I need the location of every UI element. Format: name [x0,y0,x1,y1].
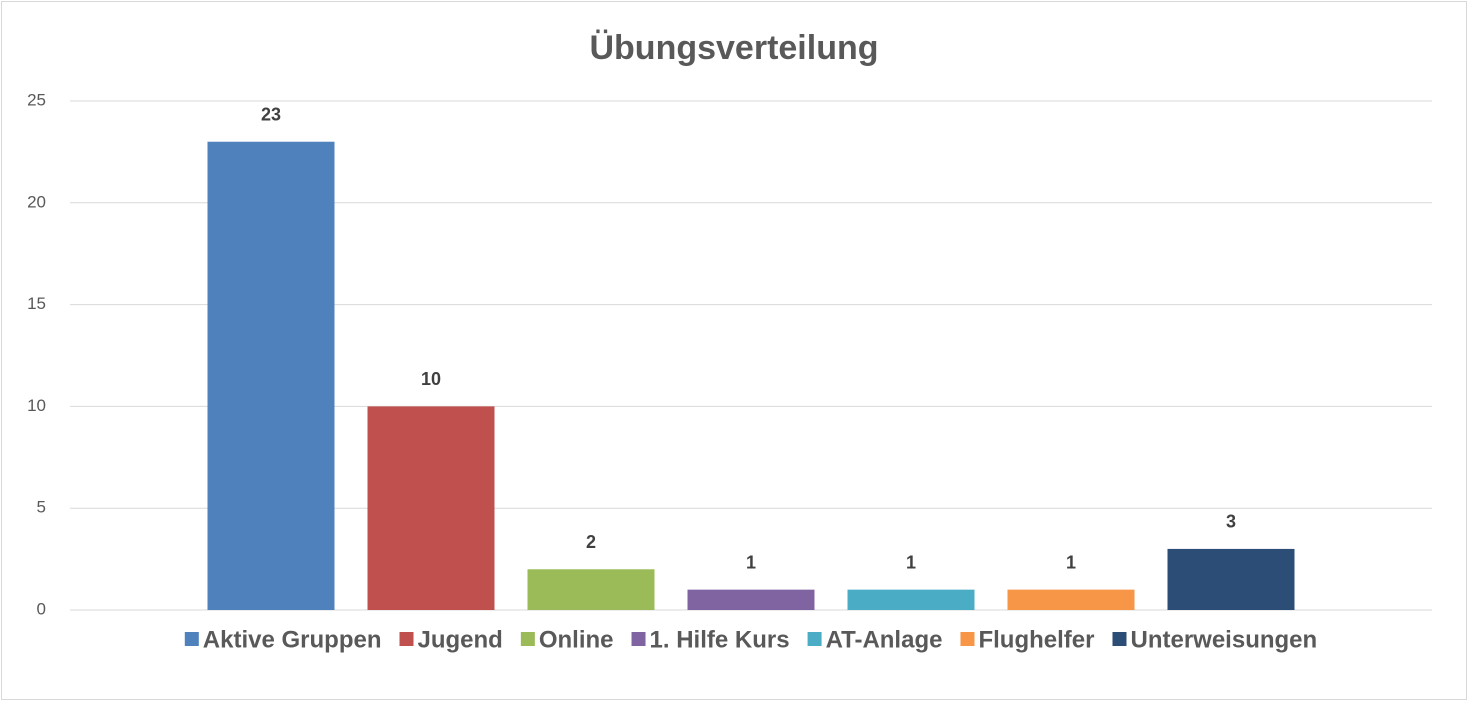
legend-swatch [1112,632,1127,646]
legend-label: Online [539,626,614,653]
legend-swatch [807,632,822,646]
data-label: 23 [261,104,281,124]
y-tick-label: 15 [27,294,46,313]
data-label: 1 [746,552,756,572]
y-tick-label: 5 [37,498,46,517]
bar [1167,548,1295,610]
bar [207,141,335,610]
y-tick-label: 25 [27,90,46,109]
legend-swatch [184,632,199,646]
legend-swatch [520,632,535,646]
bar [847,589,975,610]
legend-swatch [960,632,975,646]
y-tick-label: 0 [37,599,46,618]
legend-label: 1. Hilfe Kurs [650,626,790,653]
y-tick-label: 10 [27,396,46,415]
bar [367,406,495,610]
bar [1007,589,1135,610]
legend-label: Flughelfer [978,626,1094,653]
bar [687,589,815,610]
data-label: 10 [421,369,441,389]
data-label: 3 [1226,512,1236,532]
legend-label: Unterweisungen [1130,626,1317,653]
data-label: 1 [906,552,916,572]
y-tick-label: 20 [27,192,46,211]
bar [527,569,655,610]
chart-title: Übungsverteilung [589,29,878,67]
data-label: 2 [586,532,596,552]
legend-label: Aktive Gruppen [203,626,382,653]
legend-swatch [399,632,414,646]
data-label: 1 [1066,552,1076,572]
legend-swatch [631,632,646,646]
legend-label: Jugend [418,626,503,653]
legend-label: AT-Anlage [826,626,943,653]
